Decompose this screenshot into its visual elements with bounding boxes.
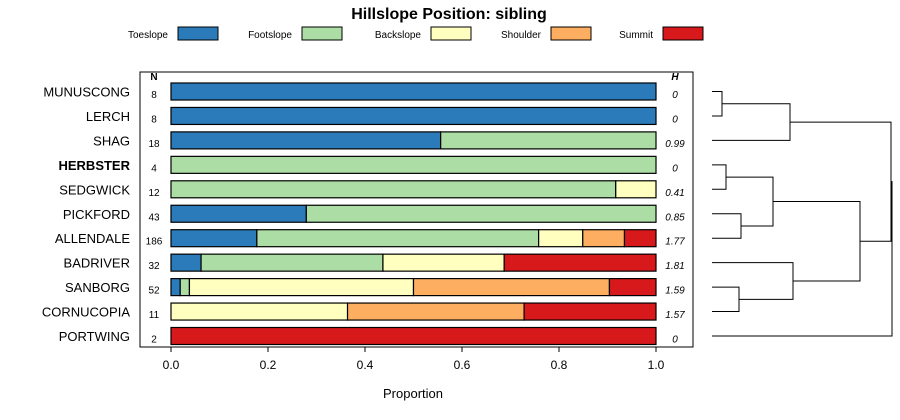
h-value-shag: 0.99: [665, 139, 685, 150]
row-label-sedgwick: SEDGWICK: [59, 182, 130, 197]
legend: Toeslope Footslope Backslope Shoulder Summit: [128, 26, 704, 41]
bar-sedgwick-backslope: [615, 180, 657, 199]
x-tick-label-5: 1.0: [648, 358, 665, 372]
bar-shag-footslope: [440, 131, 657, 150]
n-column-header: N: [150, 72, 157, 83]
bar-badriver-summit: [503, 253, 657, 272]
row-label-portwing: PORTWING: [59, 329, 130, 344]
h-values: 0 0 0.99 0 0.41 0.85 1.77 1.81 1.59 1.57 0: [665, 90, 685, 346]
n-value-sedgwick: 12: [148, 188, 160, 199]
dendrogram-branch: [712, 103, 791, 141]
bar-munuscong-toeslope: [170, 82, 657, 101]
row-label-munuscong: MUNUSCONG: [43, 85, 130, 100]
legend-swatch-shoulder: [550, 26, 592, 41]
row-label-lerch: LERCH: [86, 109, 130, 124]
h-value-sedgwick: 0.41: [665, 188, 684, 199]
n-value-pickford: 43: [148, 212, 160, 223]
bar-allendale-toeslope: [170, 229, 258, 248]
bar-allendale-footslope: [256, 229, 540, 248]
row-label-badriver: BADRIVER: [64, 256, 130, 271]
n-value-lerch: 8: [151, 114, 157, 125]
x-tick-label-1: 0.2: [260, 358, 277, 372]
legend-swatch-summit: [662, 26, 704, 41]
legend-label-toeslope: Toeslope: [128, 30, 168, 41]
dendrogram-branch: [790, 121, 892, 242]
bar-allendale-summit: [623, 229, 657, 248]
bar-cornucopia-summit: [523, 302, 657, 321]
h-column-header: H: [671, 72, 679, 83]
bar-sanborg-summit: [608, 278, 657, 297]
bar-shag-toeslope: [170, 131, 442, 150]
n-value-allendale: 186: [146, 237, 163, 248]
n-value-sanborg: 52: [148, 286, 160, 297]
bar-badriver-footslope: [200, 253, 384, 272]
legend-swatch-toeslope: [177, 26, 219, 41]
x-tick-label-0: 0.0: [163, 358, 180, 372]
h-value-munuscong: 0: [672, 90, 678, 101]
legend-label-backslope: Backslope: [375, 30, 422, 41]
dendrogram-branch: [712, 91, 723, 117]
n-value-shag: 18: [148, 139, 160, 150]
x-tick-label-3: 0.6: [454, 358, 471, 372]
bar-pickford-footslope: [305, 204, 657, 223]
dendrogram-branch: [773, 201, 861, 282]
row-label-cornucopia: CORNUCOPIA: [42, 305, 130, 320]
h-value-herbster: 0: [672, 163, 678, 174]
n-value-badriver: 32: [148, 261, 160, 272]
row-label-shag: SHAG: [93, 133, 130, 148]
plot-panel: [139, 71, 694, 348]
n-value-portwing: 2: [151, 335, 157, 346]
x-axis-label: Proportion: [383, 386, 443, 401]
bar-portwing-summit: [170, 326, 657, 346]
dendrogram-branch: [726, 176, 774, 227]
bar-allendale-shoulder: [582, 229, 626, 248]
legend-swatch-footslope: [301, 26, 343, 41]
bar-badriver-toeslope: [170, 253, 202, 272]
h-value-badriver: 1.81: [665, 261, 684, 272]
chart-title: Hillslope Position: sibling: [351, 6, 547, 23]
legend-label-shoulder: Shoulder: [501, 30, 542, 41]
row-label-herbster: HERBSTER: [58, 158, 130, 173]
h-value-portwing: 0: [672, 335, 678, 346]
n-values: 8 8 18 4 12 43 186 32 52 11 2: [146, 90, 163, 346]
bar-badriver-backslope: [382, 253, 505, 272]
row-labels: MUNUSCONG LERCH SHAG HERBSTER SEDGWICK PICKFO…: [42, 85, 131, 345]
row-label-allendale: ALLENDALE: [55, 231, 130, 246]
bar-sanborg-backslope: [188, 278, 415, 297]
bar-allendale-backslope: [538, 229, 584, 248]
x-axis: 0.0 0.2 0.4 0.6 0.8 1.0: [163, 347, 665, 372]
h-value-sanborg: 1.59: [665, 286, 685, 297]
n-value-herbster: 4: [151, 163, 157, 174]
h-value-allendale: 1.77: [665, 237, 685, 248]
h-value-pickford: 0.85: [665, 212, 685, 223]
legend-swatch-backslope: [430, 26, 472, 41]
bar-sedgwick-footslope: [170, 180, 617, 199]
n-value-munuscong: 8: [151, 90, 157, 101]
dendrogram-branch: [712, 181, 893, 337]
legend-label-footslope: Footslope: [248, 30, 292, 41]
bar-herbster-footslope: [170, 155, 657, 174]
dendrogram-branch: [712, 164, 727, 190]
h-value-lerch: 0: [672, 114, 678, 125]
x-tick-label-4: 0.8: [551, 358, 568, 372]
row-label-sanborg: SANBORG: [65, 280, 130, 295]
bar-cornucopia-backslope: [170, 302, 349, 321]
bar-lerch-toeslope: [170, 106, 657, 126]
dendrogram-branch: [712, 213, 742, 239]
x-tick-label-2: 0.4: [357, 358, 374, 372]
dendrogram-branch: [712, 262, 794, 300]
dendrogram: [712, 91, 893, 337]
bar-cornucopia-shoulder: [346, 302, 525, 321]
legend-label-summit: Summit: [619, 30, 653, 41]
bar-pickford-toeslope: [170, 204, 307, 223]
dendrogram-branch: [712, 286, 740, 313]
bars: [170, 82, 657, 346]
bar-sanborg-toeslope: [170, 278, 181, 297]
n-value-cornucopia: 11: [149, 310, 160, 321]
bar-sanborg-footslope: [179, 278, 191, 297]
row-label-pickford: PICKFORD: [63, 207, 130, 222]
bar-sanborg-shoulder: [412, 278, 611, 297]
h-value-cornucopia: 1.57: [665, 310, 685, 321]
